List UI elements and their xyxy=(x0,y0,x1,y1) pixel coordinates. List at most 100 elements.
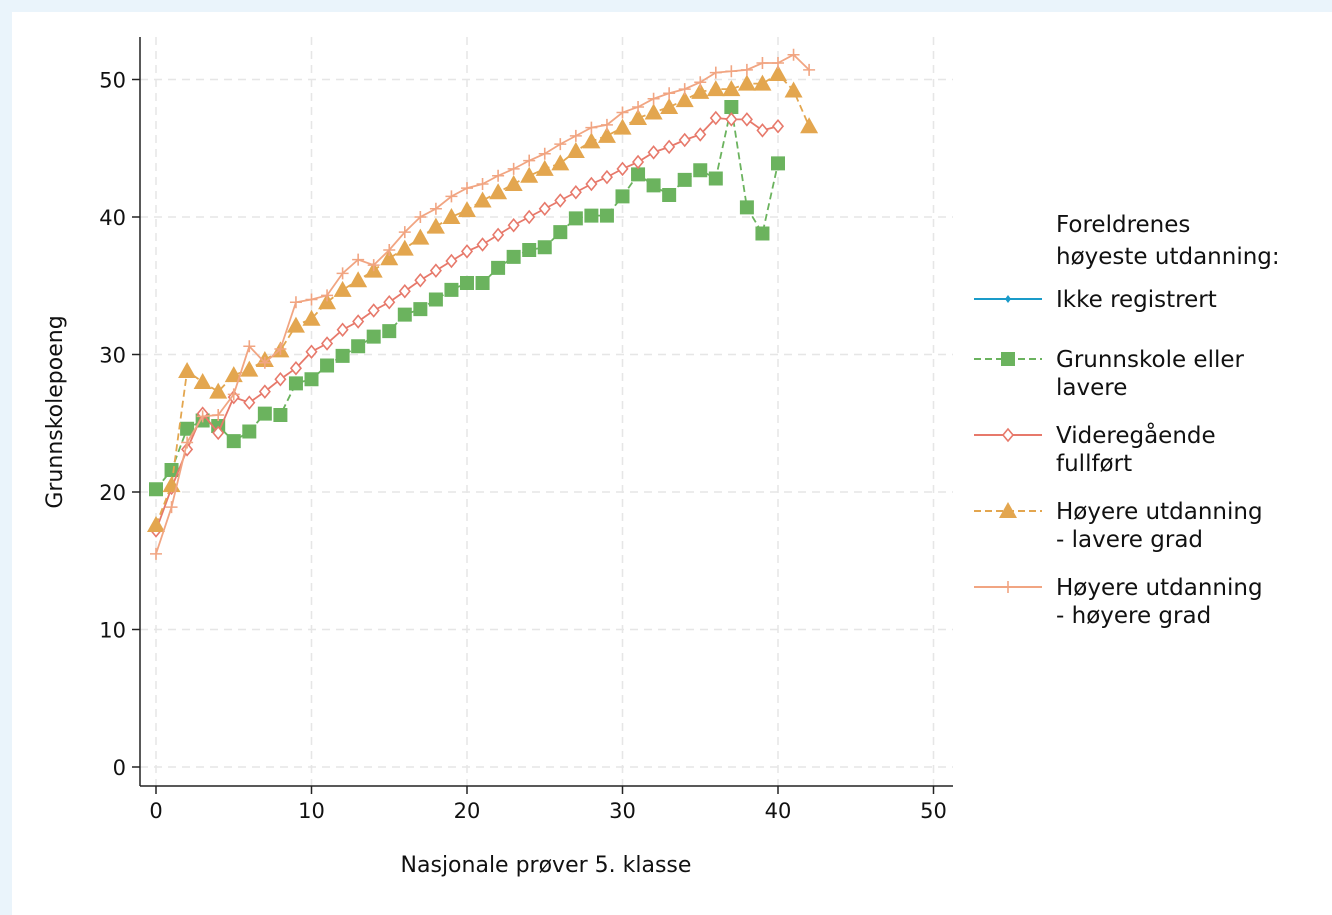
x-tick-label: 30 xyxy=(609,799,636,823)
data-point xyxy=(584,208,599,223)
data-point xyxy=(647,145,660,160)
data-point xyxy=(414,273,427,288)
data-point xyxy=(413,302,428,317)
x-tick-label: 20 xyxy=(454,799,481,823)
data-point xyxy=(522,243,537,257)
data-point xyxy=(426,217,445,234)
data-point xyxy=(538,201,551,216)
data-point xyxy=(756,57,769,69)
data-point xyxy=(383,244,396,256)
data-point xyxy=(164,463,179,477)
data-point xyxy=(336,267,349,280)
legend-key-marker xyxy=(1001,352,1015,366)
data-point xyxy=(492,227,505,243)
data-point xyxy=(677,172,692,187)
data-point xyxy=(288,376,303,391)
grid xyxy=(140,37,953,786)
data-point xyxy=(585,121,598,134)
data-point xyxy=(803,63,816,76)
data-point xyxy=(523,209,536,225)
legend-key-marker xyxy=(1002,581,1014,593)
data-point xyxy=(772,57,784,69)
data-point xyxy=(784,81,803,98)
data-point xyxy=(181,436,194,449)
data-point xyxy=(382,324,397,339)
data-point xyxy=(693,163,708,178)
data-point xyxy=(489,183,508,200)
data-point xyxy=(616,161,629,177)
legend-label: - lavere grad xyxy=(1056,527,1203,553)
data-point xyxy=(504,175,523,191)
data-point xyxy=(538,147,551,160)
data-point xyxy=(305,344,318,359)
data-point xyxy=(632,101,645,113)
data-point xyxy=(286,316,305,333)
data-point xyxy=(461,182,473,195)
data-point xyxy=(585,176,598,192)
data-point xyxy=(333,280,352,297)
data-point xyxy=(675,91,694,108)
y-tick-label: 30 xyxy=(99,344,126,368)
data-point xyxy=(691,82,710,99)
data-point xyxy=(709,66,722,79)
data-point xyxy=(663,139,676,155)
data-point xyxy=(476,178,489,190)
data-point xyxy=(349,271,368,288)
data-point xyxy=(380,249,399,266)
data-point xyxy=(257,406,272,421)
y-tick-label: 40 xyxy=(99,206,126,230)
data-point xyxy=(491,260,506,275)
data-point xyxy=(243,395,256,410)
data-point xyxy=(429,202,442,215)
data-point xyxy=(444,282,459,297)
line-chart: 0 10 20 30 40 50 0 10 20 30 40 50 Nasjonale prøver … xyxy=(43,37,1280,878)
data-point xyxy=(196,410,209,423)
data-point xyxy=(352,314,365,329)
data-point xyxy=(646,178,661,193)
data-point xyxy=(771,156,785,171)
data-point xyxy=(336,322,349,337)
data-point xyxy=(615,189,630,204)
data-point xyxy=(554,193,567,208)
data-point xyxy=(274,343,287,355)
data-point xyxy=(647,92,660,105)
data-point xyxy=(165,501,178,514)
data-point xyxy=(678,83,691,96)
data-point xyxy=(367,259,380,272)
data-point xyxy=(644,103,663,120)
data-point xyxy=(600,169,613,185)
data-point xyxy=(737,74,756,91)
data-point xyxy=(428,292,443,307)
data-point xyxy=(150,547,162,560)
data-point xyxy=(507,218,520,233)
legend-label: Videregående xyxy=(1056,421,1216,449)
data-point xyxy=(725,65,738,78)
legend-key-marker xyxy=(999,502,1017,518)
data-point xyxy=(507,162,520,175)
data-point xyxy=(663,87,676,100)
data-point xyxy=(678,132,691,148)
data-point xyxy=(597,126,616,143)
data-point xyxy=(551,154,570,171)
data-point xyxy=(769,65,787,81)
data-point xyxy=(351,339,366,354)
data-point xyxy=(429,263,442,278)
data-point xyxy=(600,118,613,131)
legend-label: - høyere grad xyxy=(1056,603,1211,629)
data-point xyxy=(212,409,225,421)
data-point xyxy=(800,117,819,134)
data-point xyxy=(367,303,380,318)
data-point xyxy=(304,372,319,387)
x-tick-label: 0 xyxy=(149,799,162,823)
data-point xyxy=(694,127,707,142)
data-point xyxy=(258,356,271,369)
axes xyxy=(139,37,953,787)
data-point xyxy=(660,98,679,114)
data-point xyxy=(321,336,334,351)
data-point xyxy=(258,384,271,399)
ticks: 0 10 20 30 40 50 0 10 20 30 40 50 xyxy=(99,69,947,824)
legend-label: lavere xyxy=(1056,375,1127,401)
data-point xyxy=(226,434,241,449)
data-point xyxy=(722,80,741,97)
data-point xyxy=(395,239,414,256)
